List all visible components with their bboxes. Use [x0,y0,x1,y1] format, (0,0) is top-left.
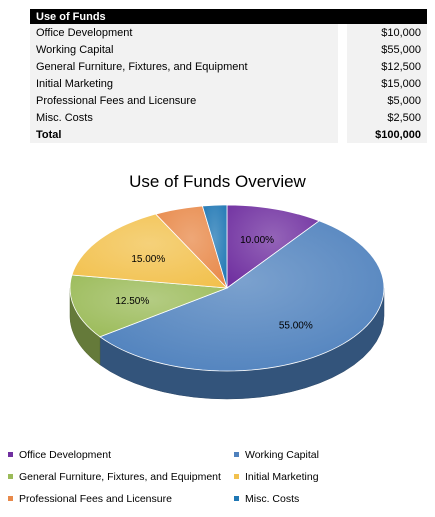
legend-label: Initial Marketing [245,471,319,483]
row-amount: $12,500 [347,58,427,75]
row-label: Professional Fees and Licensure [30,92,338,109]
pie-slice-misc-costs [201,204,228,289]
use-of-funds-table: Use of Funds Office Development $10,000 … [30,9,427,143]
table-total-row: Total $100,000 [30,126,427,143]
pie-slice-general-furniture-fixtures-and-equipment [69,274,228,338]
legend-swatch [234,451,239,457]
legend-swatch [8,495,13,501]
row-label: Working Capital [30,41,338,58]
table-row: Working Capital $55,000 [30,41,427,58]
row-amount: $55,000 [347,41,427,58]
legend-item: Office Development [8,449,111,461]
data-label: 10.00% [240,235,274,246]
row-amount: $10,000 [347,24,427,41]
row-amount: $2,500 [347,109,427,126]
table-row: General Furniture, Fixtures, and Equipme… [30,58,427,75]
legend-label: Professional Fees and Licensure [19,493,172,505]
table-row: Office Development $10,000 [30,24,427,41]
legend-item: General Furniture, Fixtures, and Equipme… [8,471,221,483]
legend-label: General Furniture, Fixtures, and Equipme… [19,471,221,483]
legend-swatch [234,473,239,479]
data-label: 15.00% [131,254,165,265]
pie-slice-office-development [226,204,321,289]
legend-label: Working Capital [245,449,319,461]
legend-label: Office Development [19,449,112,461]
legend-swatch [8,473,13,479]
row-label: Office Development [30,24,338,41]
chart-title: Use of Funds Overview [129,172,306,191]
row-label: General Furniture, Fixtures, and Equipme… [30,58,338,75]
pie-slice-working-capital [99,220,385,372]
legend-item: Professional Fees and Licensure [8,493,172,505]
legend-item: Misc. Costs [234,493,299,505]
legend-swatch [8,451,13,457]
table-header: Use of Funds [30,9,427,24]
legend-label: Misc. Costs [245,493,300,505]
table-header-row: Use of Funds [30,9,427,24]
total-amount: $100,000 [347,126,427,143]
legend-swatch [234,495,239,501]
table-row: Misc. Costs $2,500 [30,109,427,126]
row-label: Misc. Costs [30,109,338,126]
table-row: Professional Fees and Licensure $5,000 [30,92,427,109]
table-row: Initial Marketing $15,000 [30,75,427,92]
legend-item: Initial Marketing [234,471,319,483]
row-amount: $15,000 [347,75,427,92]
total-label: Total [30,126,338,143]
row-amount: $5,000 [347,92,427,109]
pie-slice-professional-fees-and-licensure [154,205,228,289]
data-label: 55.00% [279,320,313,331]
data-label: 12.50% [115,296,149,307]
legend-item: Working Capital [234,449,319,461]
pie-slice-initial-marketing [71,213,229,289]
row-label: Initial Marketing [30,75,338,92]
pie-chart: 10.00%55.00%12.50%15.00%5.00%2.50% [69,204,385,400]
